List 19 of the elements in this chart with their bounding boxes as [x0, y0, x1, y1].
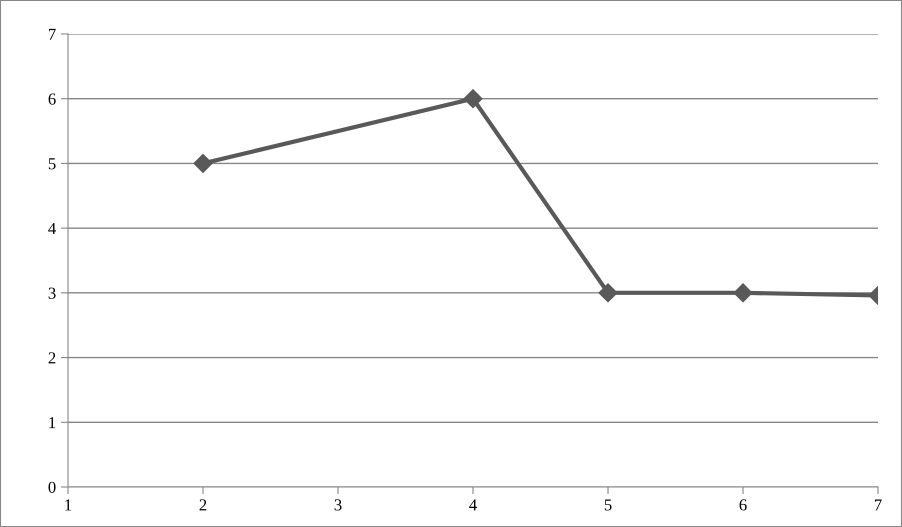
y-tick-label: 2	[48, 352, 56, 364]
y-tick-label: 3	[48, 288, 56, 299]
y-tick-label: 6	[48, 93, 56, 105]
point	[733, 283, 753, 302]
x-tick-label: 4	[469, 499, 477, 510]
x-tick-label: 7	[874, 499, 882, 510]
x-tick-label: 3	[334, 499, 342, 511]
x-tick-label: 1	[65, 499, 72, 510]
y-tick-label: 7	[48, 28, 56, 40]
x-tick-label: 6	[740, 499, 747, 511]
y-tick-label: 4	[48, 222, 56, 234]
point	[193, 154, 213, 173]
point	[463, 89, 483, 108]
y-tick-label: 5	[48, 158, 56, 170]
y-tick-label: 1	[49, 417, 56, 428]
point	[598, 283, 618, 302]
x-tick-label: 5	[604, 499, 612, 511]
x-tick-label: 2	[200, 499, 206, 510]
y-tick-label: 0	[48, 482, 56, 493]
